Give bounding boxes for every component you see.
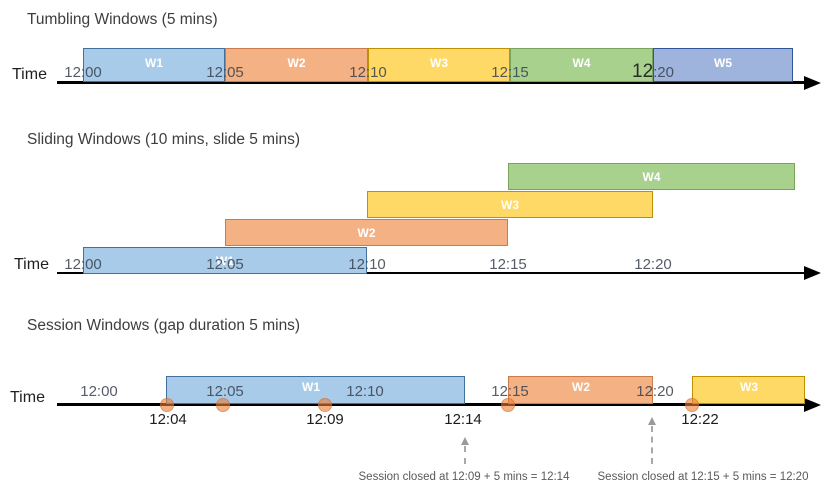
session-closed-note-2: Session closed at 12:15 + 5 mins = 12:20 xyxy=(597,471,809,483)
event-dot xyxy=(318,398,332,412)
tumbling-window-label-w4: W4 xyxy=(572,56,591,70)
tumbling-window-bar-w3 xyxy=(368,48,510,82)
session-closed-note-1: Session closed at 12:09 + 5 mins = 12:14 xyxy=(358,471,570,483)
sliding-window-bar-w1 xyxy=(83,247,367,274)
session-axis-arrow-icon xyxy=(804,397,821,412)
sliding-window-label-w4: W4 xyxy=(642,170,661,184)
sliding-axis-arrow-icon xyxy=(804,266,821,280)
tumbling-window-label-w2: W2 xyxy=(287,56,306,70)
tumbling-axis-time-label: Time xyxy=(12,66,47,83)
sliding-tick-label: 12:20 xyxy=(634,256,672,273)
tumbling-window-label-w3: W3 xyxy=(430,56,448,70)
tumbling-tick-label: 12:15 xyxy=(491,64,529,81)
session-tick-label: 12:00 xyxy=(80,383,118,400)
sliding-window-label-w1: W1 xyxy=(216,254,234,268)
sliding-window-bar-w2 xyxy=(225,219,508,246)
tumbling-window-bar-w2 xyxy=(225,48,368,82)
callout-arrow-line xyxy=(651,426,653,464)
event-time-label: 12:22 xyxy=(681,411,719,428)
session-tick-label: 12:15 xyxy=(491,383,529,400)
session-tick-label: 12:10 xyxy=(346,383,384,400)
tumbling-time-axis xyxy=(57,81,808,84)
callout-arrow-icon xyxy=(647,417,656,425)
sliding-tick-label: 12:05 xyxy=(206,256,244,273)
event-dot xyxy=(216,398,230,412)
session-window-label-w3: W3 xyxy=(740,380,758,394)
tumbling-window-label-w5: W5 xyxy=(714,56,732,70)
sliding-time-axis xyxy=(57,271,808,275)
sliding-tick-label: 12:15 xyxy=(489,256,527,273)
sliding-window-bar-w4 xyxy=(508,163,795,190)
session-axis-time-label: Time xyxy=(10,389,45,406)
session-window-label-w2: W2 xyxy=(572,380,590,394)
sliding-window-label-w3: W3 xyxy=(501,198,519,212)
sliding-window-label-w2: W2 xyxy=(357,226,376,240)
sliding-section-title: Sliding Windows (10 mins, slide 5 mins) xyxy=(27,131,301,148)
tumbling-tick-label: 12:05 xyxy=(206,64,244,81)
event-dot xyxy=(685,398,699,412)
event-time-label: 12:14 xyxy=(444,411,482,428)
session-window-bar-w2 xyxy=(508,376,653,404)
event-time-label: 12:09 xyxy=(306,411,344,428)
session-tick-label: 12:05 xyxy=(206,383,244,400)
session-section-title: Session Windows (gap duration 5 mins) xyxy=(27,317,301,334)
tumbling-tick-label: 12:00 xyxy=(64,64,102,81)
tumbling-window-label-w1: W1 xyxy=(145,56,163,70)
sliding-window-bar-w3 xyxy=(367,191,653,218)
session-time-axis xyxy=(57,403,808,406)
event-time-label: 12:04 xyxy=(149,411,187,428)
tumbling-tick-label: 12:10 xyxy=(349,64,387,81)
callout-arrow-line xyxy=(464,446,466,464)
tumbling-window-bar-w1 xyxy=(83,48,225,82)
event-dot xyxy=(160,398,174,412)
sliding-tick-label: 12:00 xyxy=(64,256,102,273)
session-tick-label: 12:20 xyxy=(636,383,674,400)
event-dot xyxy=(501,398,515,412)
sliding-axis-time-label: Time xyxy=(14,256,49,273)
callout-arrow-icon xyxy=(460,437,469,445)
tumbling-section-title: Tumbling Windows (5 mins) xyxy=(27,11,218,28)
tumbling-tick-label: 12:20 xyxy=(632,61,674,82)
sliding-tick-label: 12:10 xyxy=(348,256,386,273)
tumbling-axis-arrow-icon xyxy=(804,75,821,90)
session-window-label-w1: W1 xyxy=(302,380,320,394)
session-window-bar-w3 xyxy=(692,376,805,404)
tumbling-window-bar-w4 xyxy=(510,48,653,82)
tumbling-window-bar-w5 xyxy=(653,48,793,82)
session-window-bar-w1 xyxy=(166,376,465,404)
